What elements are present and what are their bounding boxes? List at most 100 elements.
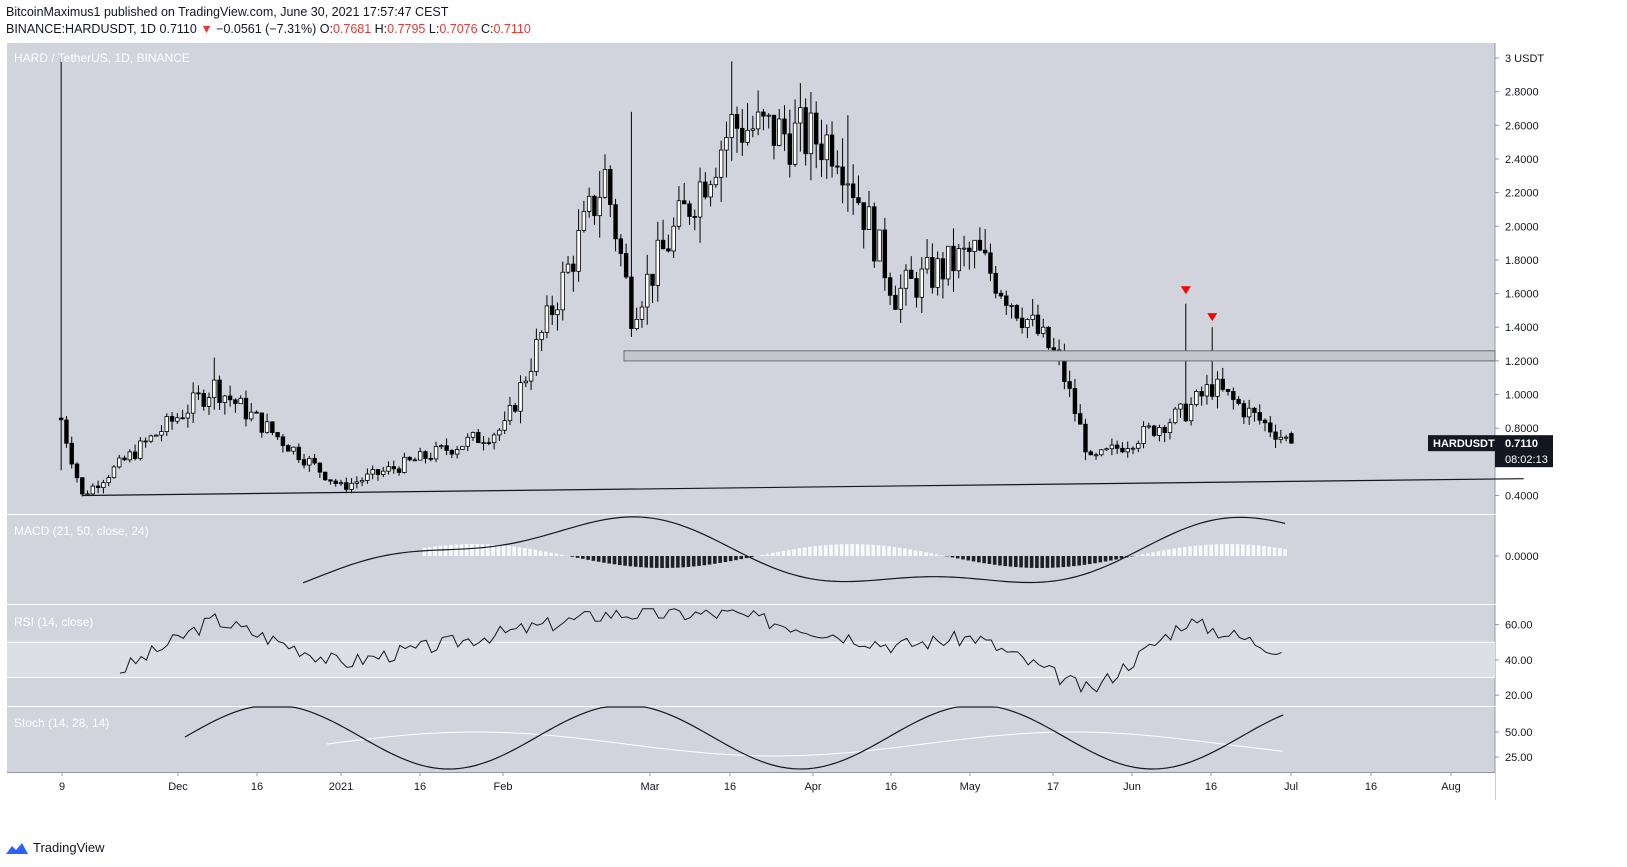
macd-bar <box>908 549 912 556</box>
candle-body <box>69 442 74 465</box>
candle-body <box>74 463 80 479</box>
candle-body <box>887 277 893 296</box>
candle-body <box>539 332 544 340</box>
candle-body <box>565 263 571 273</box>
candle-body <box>407 456 412 461</box>
candle-body <box>175 417 180 422</box>
macd-bar <box>649 556 654 568</box>
candle-body <box>1120 447 1125 453</box>
candle-body <box>359 480 365 483</box>
macd-bar <box>459 544 464 556</box>
macd-bar <box>808 546 812 556</box>
x-tick-label: 16 <box>414 781 426 793</box>
macd-bar <box>1256 545 1261 556</box>
candle-body <box>618 238 624 254</box>
macd-bar <box>1035 556 1039 568</box>
candle-body <box>423 451 428 459</box>
candle-body <box>476 432 481 444</box>
macd-tick-label: 0.0000 <box>1505 551 1539 563</box>
x-tick-label: 2021 <box>329 781 353 793</box>
candle-body <box>1125 448 1130 453</box>
candle-body <box>85 493 90 496</box>
candle-body <box>1231 391 1236 400</box>
macd-bar <box>697 556 701 566</box>
macd-bar <box>607 556 612 564</box>
x-tick-label: Jul <box>1284 781 1298 793</box>
macd-bar <box>544 551 548 556</box>
candle-body <box>877 229 882 262</box>
macd-bar <box>1003 556 1008 567</box>
candle-body <box>386 466 391 472</box>
price-tick-label: 0.8000 <box>1505 423 1539 435</box>
candle-body <box>1236 399 1241 404</box>
candle-body <box>164 416 169 432</box>
candle-body <box>1262 419 1268 424</box>
macd-bar <box>596 556 601 562</box>
x-tick-label: Feb <box>494 781 513 793</box>
macd-bar <box>475 544 480 556</box>
candle-body <box>967 247 972 252</box>
candle-body <box>924 257 930 270</box>
macd-bar <box>538 550 543 556</box>
x-tick-label: Mar <box>641 781 660 793</box>
candle-body <box>1283 436 1289 439</box>
last-price-tag-bg <box>1495 435 1553 468</box>
candle-body <box>185 412 191 419</box>
candle-body <box>381 470 386 475</box>
candle-body <box>1114 444 1120 449</box>
candle-body <box>1067 381 1072 389</box>
price-tick-label: 1.2000 <box>1505 356 1539 368</box>
candle-body <box>1162 427 1167 434</box>
macd-bar <box>618 556 622 566</box>
rsi-pane-title: RSI (14, close) <box>14 615 93 629</box>
macd-bar <box>1167 549 1171 556</box>
macd-bar <box>1214 544 1219 556</box>
candle-body <box>1289 433 1294 444</box>
high-label: H: <box>374 22 388 36</box>
macd-bar <box>961 556 965 560</box>
candle-body <box>222 395 228 403</box>
candle-body <box>143 440 148 443</box>
macd-bar <box>1109 556 1113 561</box>
macd-bar <box>971 556 976 562</box>
candle-body <box>64 419 69 444</box>
candle-body <box>977 239 983 251</box>
candle-body <box>592 195 597 217</box>
stoch-tick-label: 25.00 <box>1505 752 1533 764</box>
candle-body <box>138 440 143 459</box>
macd-bar <box>570 556 575 557</box>
macd-bar <box>522 548 527 556</box>
x-tick-label: 16 <box>885 781 897 793</box>
macd-bar <box>1230 544 1235 556</box>
panel-price-bg <box>7 43 1495 514</box>
candle-body <box>740 127 745 143</box>
candle-body <box>819 143 824 161</box>
macd-bar <box>464 544 469 556</box>
candle-body <box>861 202 866 230</box>
macd-bar <box>707 556 712 565</box>
macd-bar <box>691 556 696 567</box>
candle-body <box>196 392 201 395</box>
symbol-tag-label: HARDUSDT <box>1433 438 1495 450</box>
candle-body <box>840 166 845 186</box>
macd-bar <box>454 544 458 556</box>
candle-body <box>946 245 951 280</box>
candle-body <box>692 216 697 218</box>
macd-bar <box>1204 544 1208 556</box>
macd-bar <box>559 554 564 556</box>
macd-bar <box>734 556 738 561</box>
candle-body <box>513 405 518 412</box>
macd-bar <box>686 556 691 567</box>
candle-body <box>1025 319 1030 329</box>
candle-body <box>1046 326 1051 349</box>
symbol-tag-bg <box>1428 435 1495 452</box>
candle-body <box>882 229 888 279</box>
macd-bar <box>633 556 638 567</box>
macd-bar <box>1251 545 1256 556</box>
macd-bar <box>760 554 765 556</box>
macd-bar <box>1151 552 1155 556</box>
footer: TradingView <box>6 840 105 855</box>
macd-bar <box>998 556 1002 566</box>
price-tick-label: 2.2000 <box>1505 188 1539 200</box>
